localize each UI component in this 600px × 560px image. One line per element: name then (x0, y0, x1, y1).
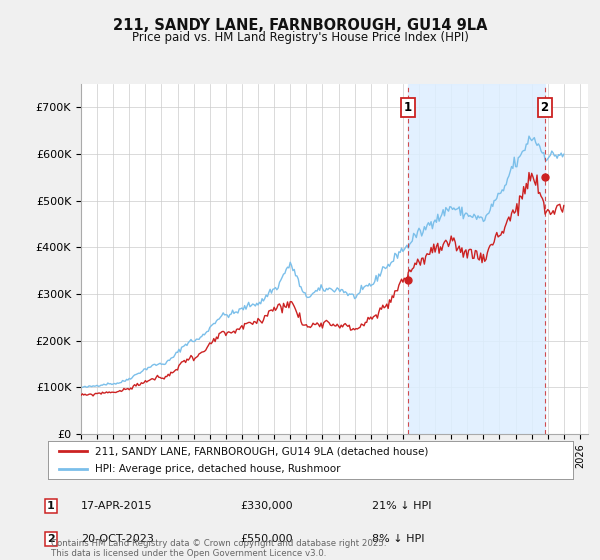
Text: 2: 2 (541, 101, 548, 114)
Text: Price paid vs. HM Land Registry's House Price Index (HPI): Price paid vs. HM Land Registry's House … (131, 31, 469, 44)
Text: 17-APR-2015: 17-APR-2015 (81, 501, 152, 511)
Text: £330,000: £330,000 (240, 501, 293, 511)
Text: 21% ↓ HPI: 21% ↓ HPI (372, 501, 431, 511)
Text: 1: 1 (404, 101, 412, 114)
Text: HPI: Average price, detached house, Rushmoor: HPI: Average price, detached house, Rush… (95, 464, 341, 474)
Text: 20-OCT-2023: 20-OCT-2023 (81, 534, 154, 544)
Text: 211, SANDY LANE, FARNBOROUGH, GU14 9LA: 211, SANDY LANE, FARNBOROUGH, GU14 9LA (113, 18, 487, 33)
Text: 2: 2 (47, 534, 55, 544)
Text: Contains HM Land Registry data © Crown copyright and database right 2025.
This d: Contains HM Land Registry data © Crown c… (51, 539, 386, 558)
Text: £550,000: £550,000 (240, 534, 293, 544)
Text: 8% ↓ HPI: 8% ↓ HPI (372, 534, 425, 544)
Text: 211, SANDY LANE, FARNBOROUGH, GU14 9LA (detached house): 211, SANDY LANE, FARNBOROUGH, GU14 9LA (… (95, 446, 428, 456)
Bar (407, 84, 545, 434)
Text: 1: 1 (47, 501, 55, 511)
